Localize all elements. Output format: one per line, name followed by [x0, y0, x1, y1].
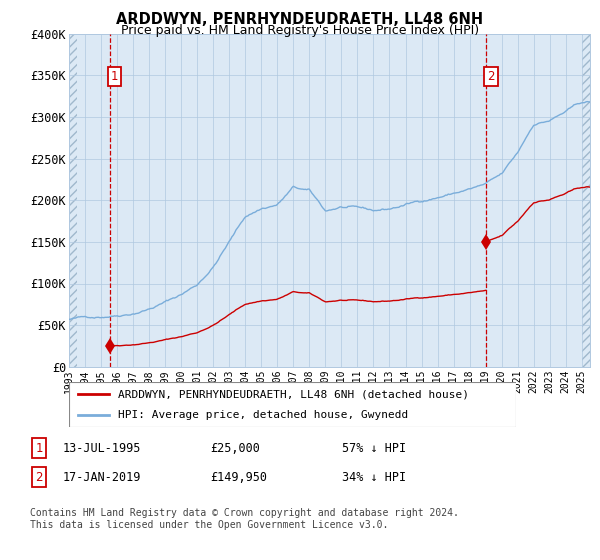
Text: 1: 1	[111, 71, 118, 83]
Text: 13-JUL-1995: 13-JUL-1995	[63, 441, 142, 455]
Text: 34% ↓ HPI: 34% ↓ HPI	[342, 470, 406, 484]
Text: £25,000: £25,000	[210, 441, 260, 455]
Text: HPI: Average price, detached house, Gwynedd: HPI: Average price, detached house, Gwyn…	[118, 409, 409, 419]
Text: 2: 2	[487, 71, 495, 83]
Text: £149,950: £149,950	[210, 470, 267, 484]
Text: 2: 2	[35, 470, 43, 484]
Text: Price paid vs. HM Land Registry's House Price Index (HPI): Price paid vs. HM Land Registry's House …	[121, 24, 479, 36]
Text: ARDDWYN, PENRHYNDEUDRAETH, LL48 6NH (detached house): ARDDWYN, PENRHYNDEUDRAETH, LL48 6NH (det…	[118, 389, 469, 399]
Text: 57% ↓ HPI: 57% ↓ HPI	[342, 441, 406, 455]
Text: 1: 1	[35, 441, 43, 455]
Text: 17-JAN-2019: 17-JAN-2019	[63, 470, 142, 484]
Text: Contains HM Land Registry data © Crown copyright and database right 2024.
This d: Contains HM Land Registry data © Crown c…	[30, 508, 459, 530]
Text: ARDDWYN, PENRHYNDEUDRAETH, LL48 6NH: ARDDWYN, PENRHYNDEUDRAETH, LL48 6NH	[116, 12, 484, 27]
